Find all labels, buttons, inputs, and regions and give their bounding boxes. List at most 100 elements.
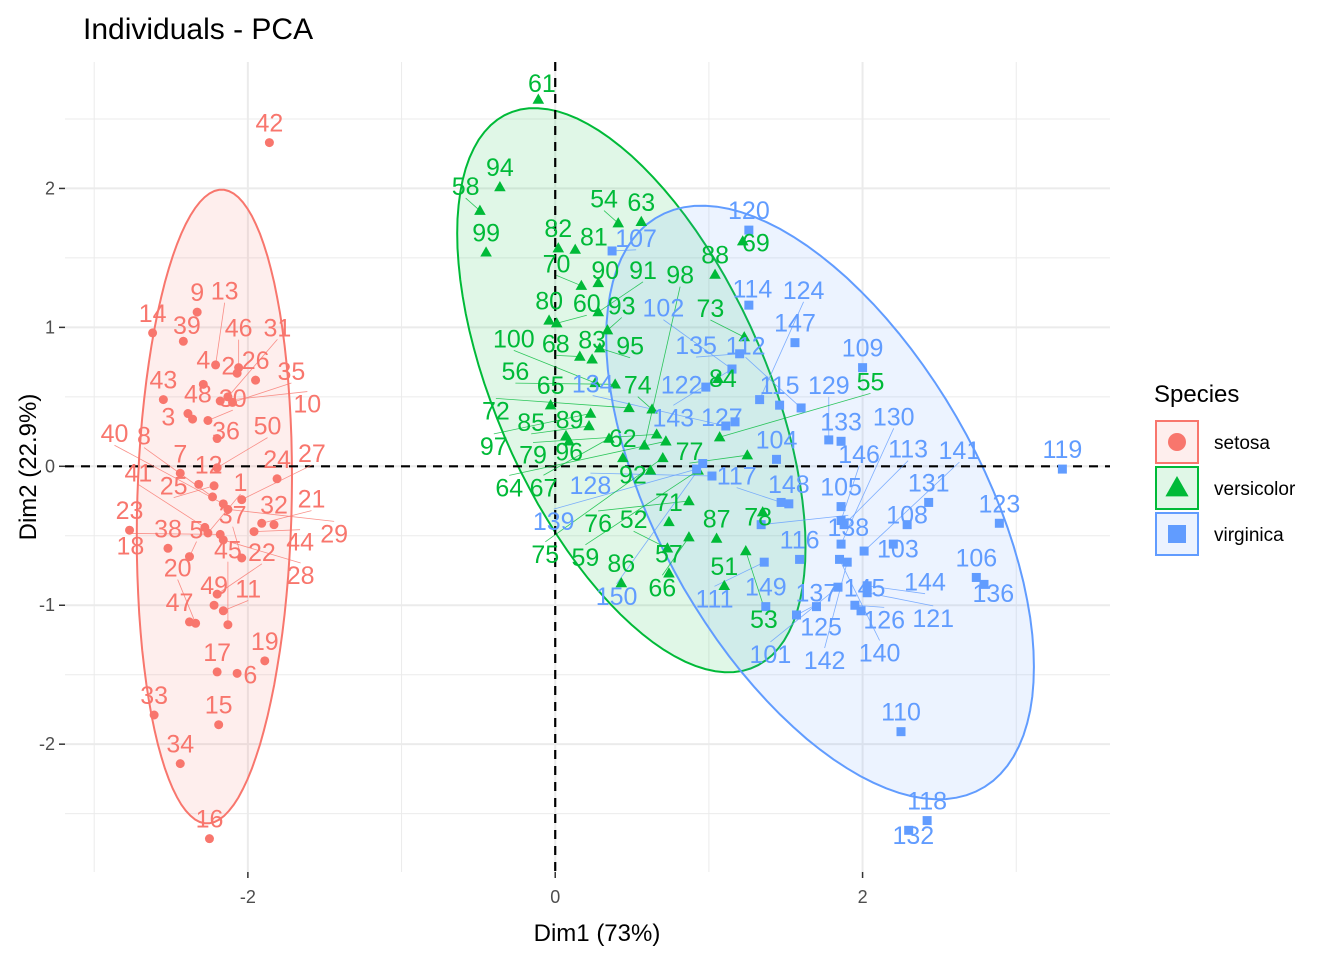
point-label: 44: [286, 529, 314, 557]
point-label: 58: [452, 173, 480, 201]
data-point: [218, 499, 228, 509]
label-leader-line: [714, 561, 765, 587]
label-leader-line: [867, 585, 926, 595]
data-point: [902, 520, 912, 530]
label-leader-line: [232, 382, 292, 403]
data-point: [550, 317, 563, 328]
data-point: [775, 400, 785, 410]
legend-item-virginica: virginica: [1155, 512, 1284, 556]
point-label: 59: [571, 544, 599, 572]
point-label: 35: [277, 358, 305, 386]
point-label: 60: [573, 290, 601, 318]
y-tick-label: 0: [45, 456, 55, 476]
point-label: 77: [676, 438, 704, 466]
point-label: 123: [979, 490, 1021, 518]
point-label: 43: [149, 367, 177, 395]
data-point: [709, 268, 721, 279]
label-leader-line: [863, 461, 960, 552]
data-point: [661, 542, 674, 553]
data-point: [744, 300, 754, 310]
point-label: 17: [203, 639, 231, 667]
data-point: [223, 620, 233, 630]
data-point: [1057, 464, 1067, 474]
point-label: 87: [703, 506, 731, 534]
data-point: [924, 497, 934, 507]
point-label: 79: [519, 442, 547, 470]
point-label: 25: [160, 473, 188, 501]
point-label: 145: [844, 574, 886, 602]
ellipse-setosa: [135, 188, 294, 825]
point-label: 13: [211, 278, 239, 306]
x-axis-title: Dim1 (73%): [534, 920, 661, 947]
point-label: 135: [675, 332, 717, 360]
point-label: 142: [804, 647, 846, 675]
data-point: [856, 606, 866, 616]
point-label: 49: [200, 572, 228, 600]
point-label: 113: [888, 436, 928, 464]
data-point: [904, 825, 914, 835]
data-point: [730, 417, 740, 427]
data-point: [125, 525, 135, 535]
point-label: 37: [219, 502, 247, 530]
label-leader-line: [824, 562, 848, 649]
data-point: [234, 363, 244, 373]
data-point: [175, 468, 185, 478]
point-label: 143: [652, 404, 694, 432]
point-label: 31: [263, 314, 291, 342]
point-label: 68: [542, 330, 570, 358]
point-label: 23: [116, 497, 144, 525]
point-label: 16: [196, 806, 224, 834]
data-point: [657, 451, 669, 463]
data-point: [209, 481, 219, 491]
data-point: [175, 759, 185, 769]
data-point: [212, 463, 222, 473]
x-tick-label: -2: [240, 887, 256, 907]
label-leader-line: [745, 357, 802, 409]
point-label: 121: [912, 605, 954, 633]
point-label: 110: [881, 699, 921, 727]
data-point: [574, 350, 586, 361]
label-leader-line: [637, 396, 653, 410]
data-point: [183, 409, 193, 419]
point-label: 140: [859, 640, 901, 668]
legend-item-versicolor: versicolor: [1155, 466, 1296, 510]
legend-item-setosa: setosa: [1155, 420, 1270, 464]
data-point: [796, 403, 806, 413]
point-label: 47: [166, 589, 194, 617]
x-tick-label: 0: [550, 887, 560, 907]
label-leader-line: [840, 428, 895, 545]
point-label: 27: [298, 440, 326, 468]
point-label: 4: [196, 346, 210, 374]
label-leader-line: [592, 395, 726, 427]
data-point: [593, 342, 606, 353]
point-label: 48: [184, 381, 212, 409]
point-label: 74: [624, 372, 652, 400]
point-label: 93: [608, 293, 636, 321]
label-leader-line: [227, 339, 278, 398]
point-label: 118: [907, 788, 947, 816]
data-point: [264, 138, 274, 148]
data-point: [211, 360, 221, 370]
point-label: 29: [320, 520, 348, 548]
data-point: [836, 502, 846, 512]
point-label: 50: [254, 413, 282, 441]
point-label: 128: [570, 472, 612, 500]
reference-lines: [65, 62, 1110, 872]
data-point: [756, 506, 769, 517]
label-leader-line: [232, 526, 243, 559]
data-point: [575, 279, 588, 290]
data-point: [218, 606, 228, 616]
point-label: 7: [173, 440, 187, 468]
label-leader-line: [710, 319, 745, 338]
data-point: [738, 331, 751, 342]
data-point: [744, 225, 754, 235]
point-label: 102: [643, 295, 685, 323]
data-point: [237, 553, 247, 563]
point-label: 107: [615, 225, 657, 253]
data-point: [232, 668, 242, 678]
point-label: 124: [783, 277, 825, 305]
data-point: [158, 395, 168, 405]
point-label: 138: [827, 514, 869, 542]
point-label: 55: [857, 368, 885, 396]
label-leader-line: [643, 286, 681, 446]
